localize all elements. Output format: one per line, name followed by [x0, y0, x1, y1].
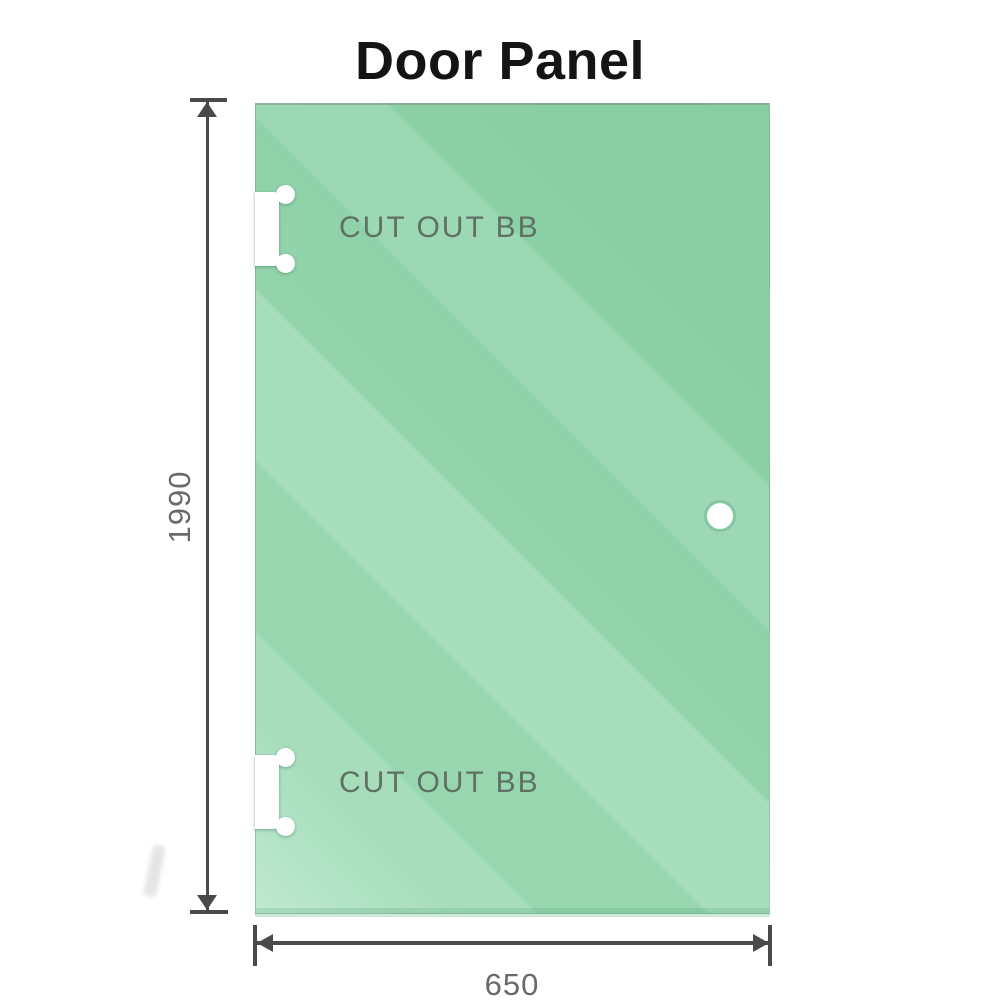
- background-smudge-artifact: [142, 844, 167, 898]
- height-dimension-label: 1990: [162, 470, 197, 544]
- width-dimension-arrow-right-icon: [753, 934, 769, 952]
- height-dimension-line: [206, 101, 209, 911]
- panel-bottom-edge-shade: [256, 908, 769, 913]
- handle-hole: [704, 500, 736, 532]
- cutout-notch: [255, 192, 279, 266]
- cutout-corner-circle: [276, 748, 295, 767]
- cutout-label-top: CUT OUT BB: [339, 211, 540, 244]
- cutout-corner-circle: [276, 185, 295, 204]
- width-dimension-tick-left: [253, 925, 257, 966]
- cutout-label-bottom: CUT OUT BB: [339, 766, 540, 799]
- glass-panel: CUT OUT BB CUT OUT BB: [255, 103, 770, 914]
- height-dimension-cap-top: [190, 98, 227, 102]
- diagram-title: Door Panel: [354, 31, 646, 91]
- width-dimension-label: 650: [484, 967, 540, 1000]
- height-dimension-arrow-down-icon: [197, 895, 217, 910]
- width-dimension-tick-right: [768, 925, 772, 966]
- height-dimension-cap-bottom: [190, 910, 228, 914]
- hinge-cutout-bottom: [255, 748, 297, 836]
- cutout-notch: [255, 755, 279, 829]
- cutout-corner-circle: [276, 254, 295, 273]
- width-dimension-arrow-left-icon: [257, 934, 273, 952]
- cutout-corner-circle: [276, 817, 295, 836]
- width-dimension-line: [257, 941, 769, 945]
- hinge-cutout-top: [255, 185, 297, 273]
- height-dimension-arrow-up-icon: [197, 102, 217, 117]
